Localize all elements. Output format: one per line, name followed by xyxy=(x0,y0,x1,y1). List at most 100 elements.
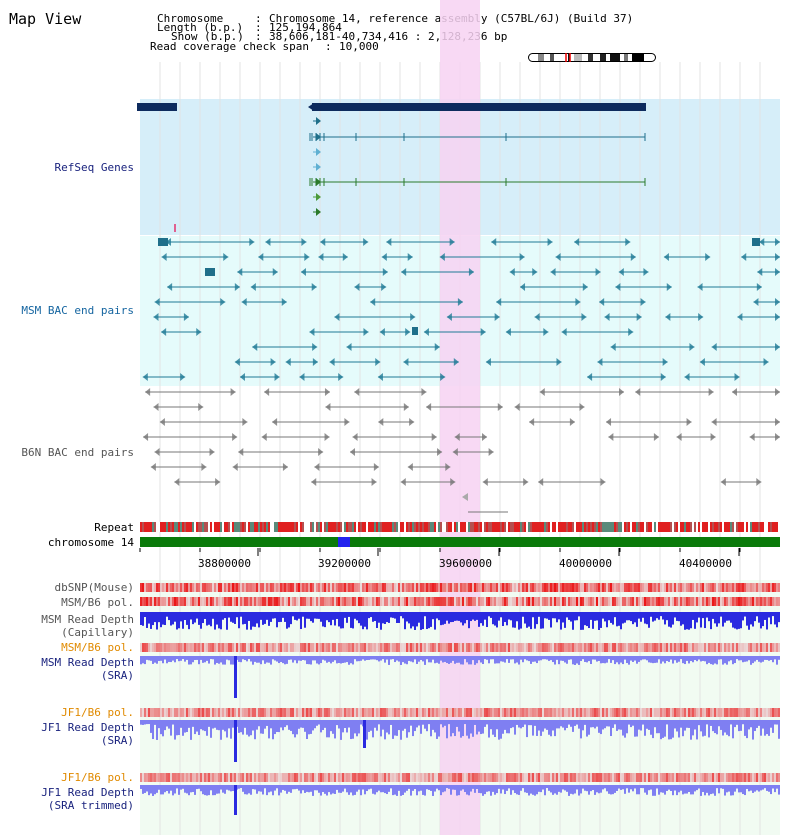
repeat-segment xyxy=(748,522,750,532)
repeat-segment xyxy=(186,522,188,532)
jf1-b6-pol-strip xyxy=(382,708,384,717)
msm-bac-pair-end xyxy=(449,238,455,246)
msm-bac-pair-end xyxy=(666,283,672,291)
msm-b6-pol-strip xyxy=(222,597,224,606)
msm-b6-pol-strip-2 xyxy=(718,643,720,652)
jf1-depth-trim-bar xyxy=(694,785,696,792)
msm-b6-pol-strip-2 xyxy=(228,643,230,652)
jf1-depth-trim-bar xyxy=(198,785,200,789)
msm-bac-pair-end xyxy=(684,373,690,381)
msm-depth-sra-bar xyxy=(334,656,336,661)
jf1-depth-sra-bar xyxy=(140,720,142,725)
msm-b6-pol-strip xyxy=(574,597,576,606)
msm-b6-pol-strip-2 xyxy=(710,643,712,652)
jf1-b6-pol-strip xyxy=(212,708,214,717)
dbsnp-strip xyxy=(266,583,268,592)
msm-depth-sra-bar xyxy=(492,656,494,660)
label-b6n-bac[interactable]: B6N BAC end pairs xyxy=(21,446,134,459)
jf1-b6-pol-strip-2 xyxy=(304,773,306,782)
msm-depth-sra-bar xyxy=(348,656,350,665)
repeat-segment xyxy=(538,522,540,532)
jf1-depth-sra-bar xyxy=(674,720,676,729)
jf1-depth-sra-bar xyxy=(334,720,336,739)
msm-depth-sra-bar xyxy=(424,656,426,665)
msm-b6-pol-strip-2 xyxy=(394,643,396,652)
label-refseq-genes[interactable]: RefSeq Genes xyxy=(54,161,134,174)
msm-depth-sra-bar xyxy=(526,656,528,661)
repeat-segment xyxy=(590,522,592,532)
dbsnp-strip xyxy=(486,583,488,592)
jf1-depth-trim-bar xyxy=(360,785,362,796)
msm-depth-cap-bar xyxy=(518,612,520,630)
jf1-b6-pol-strip-2 xyxy=(506,773,508,782)
dbsnp-strip xyxy=(318,583,320,592)
msm-depth-sra-bar xyxy=(640,656,642,661)
jf1-b6-pol-strip xyxy=(726,708,728,717)
jf1-b6-pol-strip xyxy=(602,708,604,717)
msm-b6-pol-strip-2 xyxy=(638,643,640,652)
msm-depth-cap-bar xyxy=(164,612,166,626)
repeat-segment xyxy=(172,522,174,532)
msm-depth-sra-bar xyxy=(582,656,584,660)
axis-tick: 39200000 xyxy=(318,557,371,570)
msm-b6-pol-strip-2 xyxy=(772,643,774,652)
jf1-depth-trim-bar xyxy=(728,785,730,792)
msm-b6-pol-strip-2 xyxy=(554,643,556,652)
repeat-segment xyxy=(488,522,490,532)
jf1-depth-trim-bar xyxy=(706,785,708,793)
jf1-b6-pol-strip-2 xyxy=(220,773,222,782)
jf1-b6-pol-strip xyxy=(592,708,594,717)
jf1-b6-pol-strip-2 xyxy=(452,773,454,782)
msm-b6-pol-strip-2 xyxy=(644,643,646,652)
msm-b6-pol-strip-2 xyxy=(492,643,494,652)
dbsnp-strip xyxy=(666,583,668,592)
msm-b6-pol-strip-2 xyxy=(448,643,450,652)
repeat-segment xyxy=(166,522,168,532)
jf1-b6-pol-strip-2 xyxy=(508,773,510,782)
chromosome-ideogram[interactable] xyxy=(528,53,656,62)
jf1-b6-pol-strip-2 xyxy=(622,773,624,782)
msm-b6-pol-strip xyxy=(378,597,380,606)
jf1-depth-sra-bar xyxy=(416,720,418,728)
repeat-segment xyxy=(382,522,384,532)
msm-b6-pol-strip xyxy=(638,597,640,606)
msm-depth-cap-bar xyxy=(594,612,596,621)
jf1-depth-trim-bar xyxy=(288,785,290,792)
jf1-b6-pol-strip-2 xyxy=(602,773,604,782)
label-msm-bac[interactable]: MSM BAC end pairs xyxy=(21,304,134,317)
msm-depth-sra-bar xyxy=(618,656,620,665)
msm-depth-sra-bar xyxy=(770,656,772,661)
msm-b6-pol-strip xyxy=(372,597,374,606)
msm-bac-pair-end xyxy=(491,238,497,246)
msm-b6-pol-strip-2 xyxy=(250,643,252,652)
msm-depth-sra-bar xyxy=(274,656,276,661)
jf1-b6-pol-strip-2 xyxy=(358,773,360,782)
jf1-depth-trim-bar xyxy=(384,785,386,794)
msm-b6-pol-strip-2 xyxy=(272,643,274,652)
msm-depth-cap-bar xyxy=(382,612,384,624)
jf1-depth-trim-bar xyxy=(370,785,372,789)
jf1-b6-pol-strip xyxy=(574,708,576,717)
repeat-segment xyxy=(512,522,514,532)
jf1-b6-pol-strip-2 xyxy=(406,773,408,782)
jf1-depth-sra-bar xyxy=(744,720,746,736)
msm-depth-cap-bar xyxy=(398,612,400,623)
sep-1: : xyxy=(255,12,262,25)
msm-depth-sra-bar xyxy=(216,656,218,663)
msm-bac-pair-end xyxy=(453,358,459,366)
msm-bac-pair-end xyxy=(311,283,317,291)
msm-bac-pair-end xyxy=(234,283,240,291)
msm-b6-pol-strip-2 xyxy=(696,643,698,652)
msm-depth-cap-bar xyxy=(434,612,436,630)
jf1-b6-pol-strip-2 xyxy=(172,773,174,782)
jf1-depth-sra-bar xyxy=(594,720,596,729)
msm-depth-cap-bar xyxy=(152,612,154,626)
dbsnp-strip xyxy=(756,583,758,592)
dbsnp-strip xyxy=(358,583,360,592)
dbsnp-strip xyxy=(522,583,524,592)
repeat-segment xyxy=(696,522,698,532)
msm-depth-cap-bar xyxy=(640,612,642,622)
jf1-b6-pol-strip xyxy=(398,708,400,717)
repeat-segment xyxy=(380,522,382,532)
